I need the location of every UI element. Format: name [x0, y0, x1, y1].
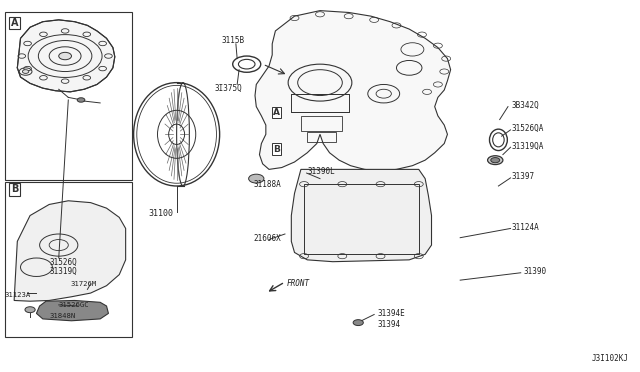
- Bar: [4, 13, 132, 180]
- Text: 31390L: 31390L: [307, 167, 335, 176]
- Circle shape: [22, 70, 29, 73]
- Text: B: B: [273, 145, 280, 154]
- Text: 3115B: 3115B: [221, 36, 244, 45]
- Bar: [307, 132, 336, 142]
- Bar: [4, 182, 132, 337]
- Text: J3I102KJ: J3I102KJ: [592, 354, 629, 363]
- Text: 31526Q: 31526Q: [49, 258, 77, 267]
- Circle shape: [248, 174, 264, 183]
- Circle shape: [491, 158, 500, 163]
- Text: 31319Q: 31319Q: [49, 267, 77, 276]
- Circle shape: [353, 320, 364, 326]
- Bar: [304, 184, 419, 254]
- Polygon shape: [291, 169, 431, 262]
- Text: 31848N: 31848N: [49, 313, 76, 319]
- Circle shape: [77, 98, 85, 102]
- Circle shape: [488, 156, 503, 164]
- Bar: [291, 94, 349, 112]
- Text: 21606X: 21606X: [253, 234, 281, 243]
- Polygon shape: [255, 11, 451, 171]
- Text: 31526QA: 31526QA: [511, 124, 543, 133]
- Polygon shape: [17, 20, 115, 92]
- Text: 3I375Q: 3I375Q: [215, 84, 243, 93]
- Text: 31394: 31394: [378, 320, 401, 329]
- Text: 31319QA: 31319QA: [511, 142, 543, 151]
- Text: 31726M: 31726M: [70, 281, 97, 287]
- Text: A: A: [273, 108, 280, 117]
- Text: B: B: [11, 184, 19, 194]
- Text: 3B342Q: 3B342Q: [511, 101, 539, 110]
- Text: 31526GC: 31526GC: [59, 302, 90, 308]
- Text: 31390: 31390: [524, 267, 547, 276]
- Text: 31100: 31100: [148, 209, 173, 218]
- Text: 31123A: 31123A: [4, 292, 31, 298]
- Circle shape: [59, 52, 72, 60]
- Text: 31188A: 31188A: [253, 180, 281, 189]
- Bar: [301, 116, 342, 131]
- Polygon shape: [14, 201, 125, 301]
- Text: A: A: [11, 18, 19, 28]
- Text: 31124A: 31124A: [511, 223, 539, 232]
- Circle shape: [25, 307, 35, 312]
- Text: 31394E: 31394E: [378, 309, 405, 318]
- Text: 31397: 31397: [511, 172, 534, 181]
- Polygon shape: [36, 301, 108, 321]
- Text: FRONT: FRONT: [287, 279, 310, 288]
